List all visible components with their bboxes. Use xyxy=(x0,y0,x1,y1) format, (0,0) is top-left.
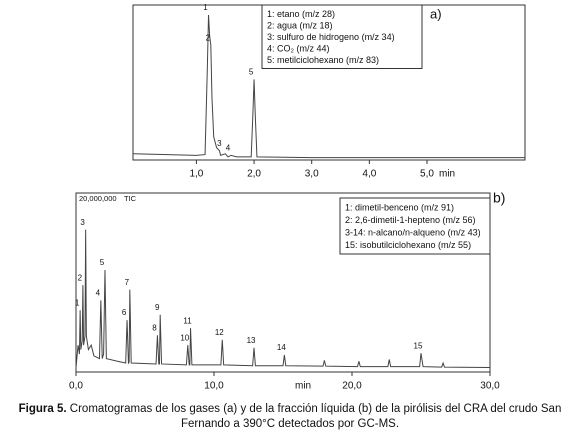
panel-label: b) xyxy=(493,190,505,206)
legend-entry: 3-14: n-alcano/n-alqueno (m/z 43) xyxy=(345,228,481,238)
x-axis-label: min xyxy=(295,381,311,392)
peak-label: 4 xyxy=(96,289,101,298)
x-tick-label: 4,0 xyxy=(362,169,376,180)
peak-label: 9 xyxy=(155,303,160,312)
x-tick-label: 1,0 xyxy=(189,169,203,180)
x-tick-label: 3,0 xyxy=(305,169,319,180)
peak-label: 11 xyxy=(183,316,192,325)
legend-entry: 3: sulfuro de hidrogeno (m/z 34) xyxy=(267,32,395,42)
x-tick-label: 20,0 xyxy=(342,381,362,392)
legend-entry: 1: etano (m/z 28) xyxy=(267,9,335,19)
legend-box xyxy=(339,197,491,255)
peak-label: 5 xyxy=(249,68,254,77)
peak-label: 14 xyxy=(277,343,286,352)
peak-label: 3 xyxy=(80,218,85,227)
x-tick-label: 0,0 xyxy=(69,381,83,392)
peak-label: 4 xyxy=(226,143,231,152)
legend-entry: 2: agua (m/z 18) xyxy=(267,21,333,31)
legend-box xyxy=(261,4,423,69)
caption-label: Figura 5. xyxy=(18,403,67,415)
peak-label: 6 xyxy=(122,308,127,317)
legend-entry: 4: CO₂ (m/z 44) xyxy=(267,44,330,54)
trace-label: TIC xyxy=(124,194,137,203)
plot-frame xyxy=(75,192,491,373)
x-tick-label: 2,0 xyxy=(247,169,261,180)
legend-entry: 1: dimetil-benceno (m/z 91) xyxy=(345,203,454,213)
peak-label: 2 xyxy=(206,33,211,42)
peak-label: 5 xyxy=(100,258,105,267)
chromatogram-trace xyxy=(75,229,491,369)
peak-label: 3 xyxy=(217,139,222,148)
peak-label: 12 xyxy=(215,328,224,337)
peak-label: 1 xyxy=(75,298,80,307)
panel-label: a) xyxy=(430,6,442,21)
peak-label: 1 xyxy=(203,3,208,12)
legend-entry: 2: 2,6-dimetil-1-hepteno (m/z 56) xyxy=(345,215,476,225)
x-tick-label: 30,0 xyxy=(480,381,500,392)
caption-text: Cromatogramas de los gases (a) y de la f… xyxy=(69,403,562,430)
peak-label: 8 xyxy=(152,323,157,332)
peak-label: 10 xyxy=(180,333,189,342)
caption: Figura 5. Cromatogramas de los gases (a)… xyxy=(0,402,580,432)
x-axis-label: min xyxy=(439,169,455,180)
y-tick-label: 20,000,000 xyxy=(79,194,117,203)
peak-label: 2 xyxy=(78,273,83,282)
x-tick-label: 10,0 xyxy=(204,381,224,392)
peak-label: 13 xyxy=(247,336,256,345)
peak-label: 7 xyxy=(125,278,130,287)
peak-label: 15 xyxy=(414,341,423,350)
legend-entry: 15: isobutilciclohexano (m/z 55) xyxy=(345,240,471,250)
x-tick-label: 5,0 xyxy=(420,169,434,180)
chromatogram-trace xyxy=(132,15,525,159)
legend-entry: 5: metilciclohexano (m/z 83) xyxy=(267,55,379,65)
